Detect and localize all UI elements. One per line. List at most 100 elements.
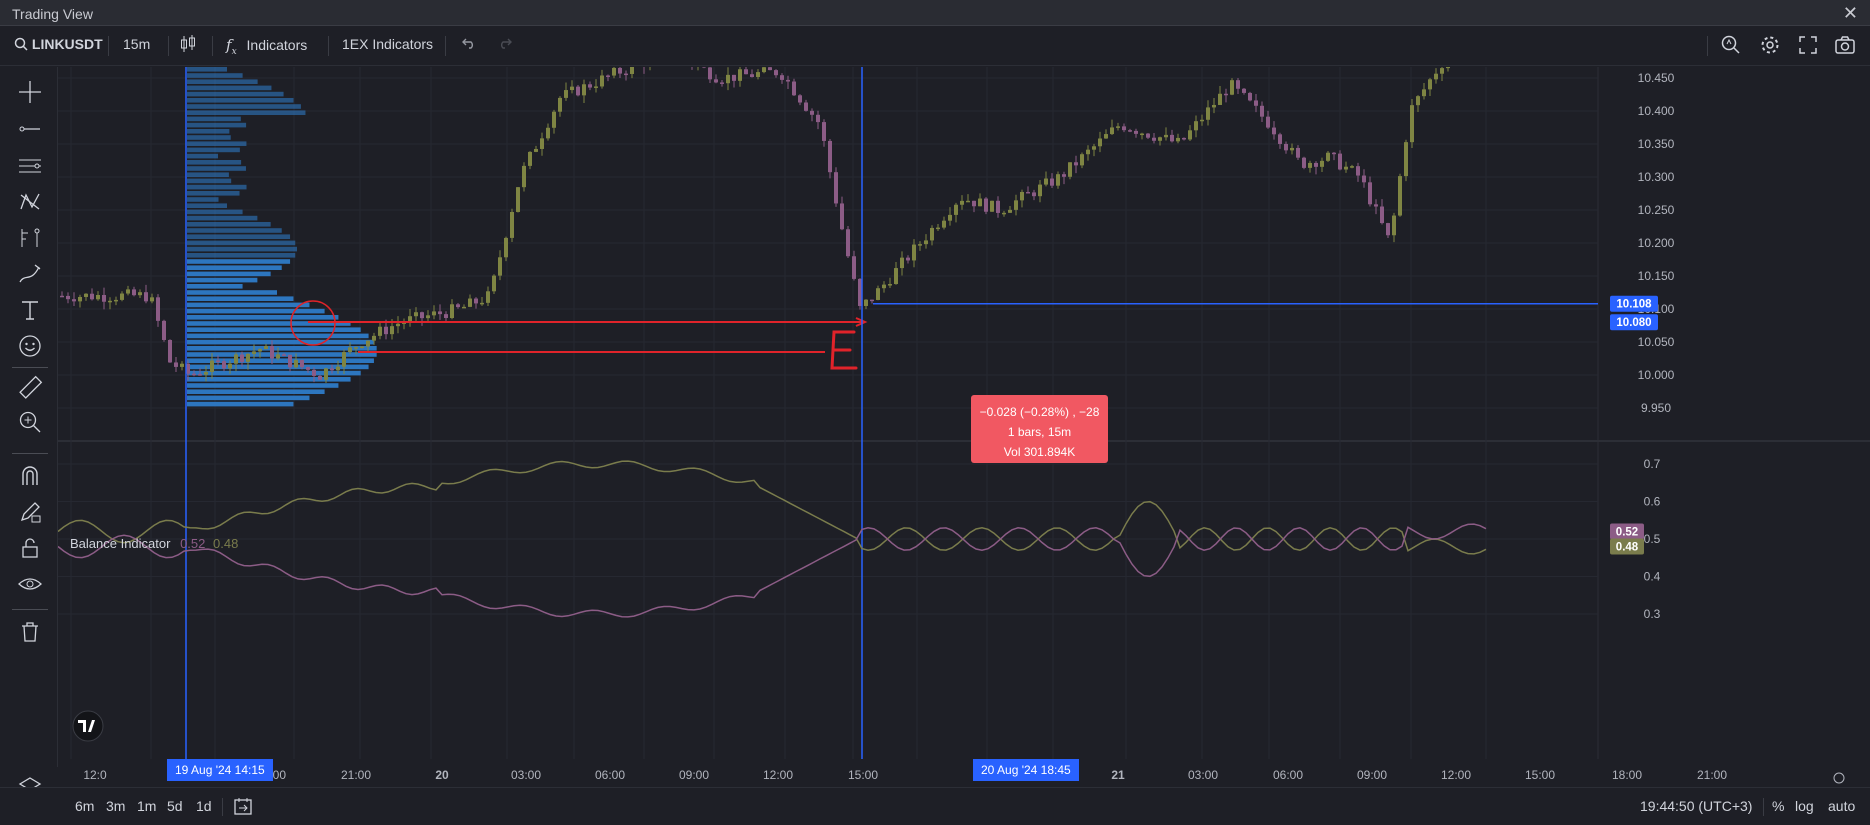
measure-volume: Vol 301.894K xyxy=(1003,445,1076,459)
volume-profile-bar xyxy=(187,203,227,208)
trash-icon[interactable] xyxy=(17,619,43,645)
eye-icon[interactable] xyxy=(17,571,43,597)
pattern-icon[interactable] xyxy=(17,189,43,215)
candle-body xyxy=(1128,130,1132,132)
crosshair-icon[interactable] xyxy=(17,79,43,105)
candle-body xyxy=(1026,191,1030,194)
candle-body xyxy=(1440,68,1444,74)
candle-body xyxy=(222,361,226,369)
candle-body xyxy=(570,86,574,91)
volume-profile-bar xyxy=(187,401,294,407)
candle-body xyxy=(264,346,268,350)
volume-profile-bar xyxy=(187,122,247,128)
indicator-series-b xyxy=(58,460,1487,555)
candle-body xyxy=(1302,157,1306,168)
toolbar-divider xyxy=(212,36,213,56)
interval-button[interactable]: 15m xyxy=(123,36,151,52)
candle-body xyxy=(558,97,562,112)
magnet-icon[interactable] xyxy=(17,463,43,489)
close-icon[interactable]: ✕ xyxy=(1842,3,1858,23)
undo-icon[interactable] xyxy=(460,34,478,55)
percent-toggle[interactable]: % xyxy=(1772,798,1785,814)
fullscreen-icon[interactable] xyxy=(1797,34,1819,59)
indicators-button[interactable]: fx Indicators xyxy=(226,36,307,57)
go-to-date-icon[interactable] xyxy=(233,796,253,819)
volume-profile-bar xyxy=(187,228,282,233)
pencil-lock-icon[interactable] xyxy=(17,499,43,525)
candle-body xyxy=(582,84,586,96)
candle-body xyxy=(1224,93,1228,96)
custom-indicators-button[interactable]: 1EX Indicators xyxy=(342,36,434,52)
quick-search-icon[interactable] xyxy=(1720,34,1742,59)
volume-profile-bar xyxy=(187,178,232,184)
candle-body xyxy=(852,256,856,279)
price-tick-label: 10.000 xyxy=(1638,368,1675,382)
candle-body xyxy=(1050,178,1054,186)
trend-line-icon[interactable] xyxy=(17,116,43,142)
candles-icon[interactable] xyxy=(180,34,196,57)
range-6m[interactable]: 6m xyxy=(75,798,95,814)
time-tick-label: 15:00 xyxy=(1525,768,1555,782)
candle-body xyxy=(360,346,364,349)
candle-body xyxy=(444,314,448,318)
annotation-letter-e[interactable] xyxy=(826,326,866,374)
candle-body xyxy=(1368,182,1372,205)
prediction-icon[interactable] xyxy=(17,225,43,251)
candle-body xyxy=(1002,212,1006,215)
camera-icon[interactable] xyxy=(1834,34,1856,59)
volume-profile-bar xyxy=(187,141,247,146)
candle-body xyxy=(432,311,436,316)
candle-body xyxy=(948,214,952,221)
brush-icon[interactable] xyxy=(17,261,43,287)
volume-profile-bar xyxy=(187,377,351,382)
candle-body xyxy=(1248,92,1252,101)
candle-body xyxy=(720,82,724,84)
settings-gear-icon[interactable] xyxy=(1759,34,1781,59)
lock-icon[interactable] xyxy=(17,535,43,561)
range-1d[interactable]: 1d xyxy=(196,798,212,814)
time-tick-label: 18:00 xyxy=(1612,768,1642,782)
range-5d[interactable]: 5d xyxy=(167,798,183,814)
redo-icon[interactable] xyxy=(496,34,514,55)
indicator-legend[interactable]: Balance Indicator 0.52 0.48 xyxy=(70,536,238,551)
emoji-icon[interactable] xyxy=(17,333,43,359)
toolbar-divider xyxy=(108,36,109,56)
candle-body xyxy=(312,369,316,376)
auto-toggle[interactable]: auto xyxy=(1828,798,1856,814)
candle-body xyxy=(1170,134,1174,142)
clock-timezone[interactable]: 19:44:50 (UTC+3) xyxy=(1640,798,1753,814)
bottom-toolbar: 6m 3m 1m 5d 1d 19:44:50 (UTC+3) % log au… xyxy=(0,787,1870,825)
log-toggle[interactable]: log xyxy=(1795,798,1814,814)
candle-body xyxy=(576,86,580,96)
ruler-icon[interactable] xyxy=(17,375,43,401)
candle-body xyxy=(744,69,748,75)
candle-body xyxy=(810,110,814,115)
candle-body xyxy=(540,138,544,149)
symbol-label: LINKUSDT xyxy=(31,36,103,52)
candle-body xyxy=(546,127,550,139)
candle-body xyxy=(918,244,922,246)
candle-body xyxy=(828,140,832,173)
candle-body xyxy=(504,237,508,258)
zoom-in-icon[interactable] xyxy=(17,409,43,435)
price-chart[interactable]: 10.450 10.400 10.350 10.300 10.250 10.200 10.1… xyxy=(58,67,1870,787)
candle-body xyxy=(1182,137,1186,140)
symbol-search-button[interactable]: LINKUSDT xyxy=(14,36,103,52)
volume-profile-bar xyxy=(187,346,377,351)
candle-body xyxy=(882,284,886,289)
candle-body xyxy=(486,291,490,303)
candle-body xyxy=(474,298,478,304)
range-3m[interactable]: 3m xyxy=(106,798,126,814)
volume-profile-bar xyxy=(187,79,258,84)
indicator-badge xyxy=(1610,538,1644,555)
candle-body xyxy=(1344,166,1348,170)
volume-profile-bar xyxy=(187,290,277,295)
candle-body xyxy=(624,73,628,76)
candle-body xyxy=(1320,160,1324,167)
range-1m[interactable]: 1m xyxy=(137,798,157,814)
text-icon[interactable] xyxy=(17,297,43,323)
horizontal-lines-icon[interactable] xyxy=(17,153,43,179)
volume-profile-bar xyxy=(187,98,294,103)
volume-profile-bar xyxy=(187,166,246,171)
candle-body xyxy=(342,352,346,367)
